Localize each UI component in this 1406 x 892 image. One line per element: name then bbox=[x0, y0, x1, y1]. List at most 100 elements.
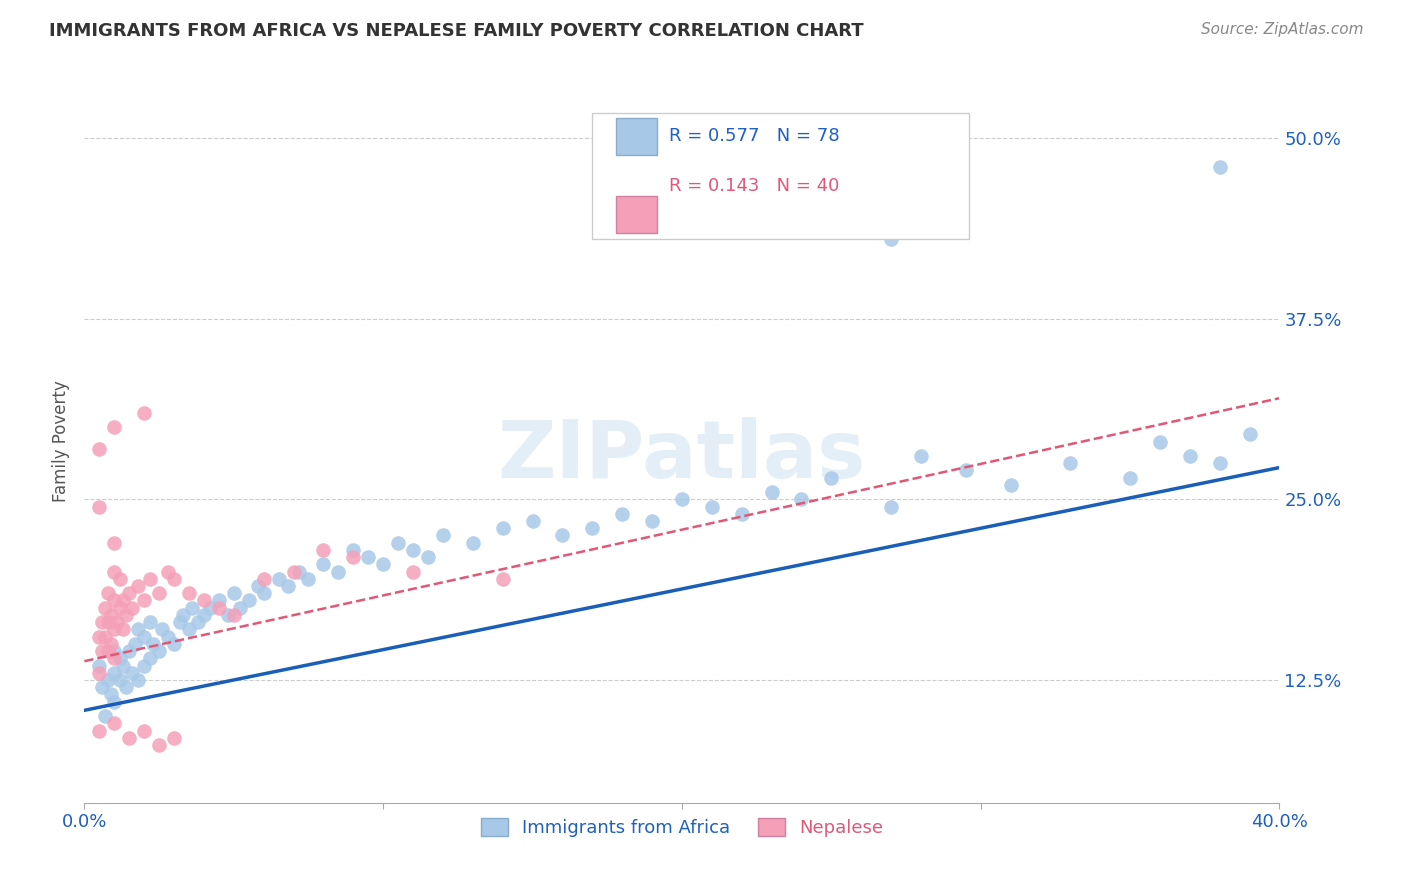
Point bbox=[103, 665, 125, 680]
Point bbox=[193, 593, 215, 607]
Point bbox=[163, 572, 186, 586]
Point bbox=[198, 600, 221, 615]
Point bbox=[432, 528, 454, 542]
Point bbox=[253, 586, 276, 600]
FancyBboxPatch shape bbox=[616, 196, 657, 234]
Point bbox=[1000, 478, 1022, 492]
Point bbox=[187, 615, 209, 630]
Text: IMMIGRANTS FROM AFRICA VS NEPALESE FAMILY POVERTY CORRELATION CHART: IMMIGRANTS FROM AFRICA VS NEPALESE FAMIL… bbox=[49, 22, 863, 40]
Point bbox=[139, 651, 162, 665]
Point bbox=[177, 586, 200, 600]
Point bbox=[267, 572, 290, 586]
Point bbox=[357, 550, 380, 565]
Point bbox=[402, 565, 425, 579]
Point bbox=[238, 593, 260, 607]
Point bbox=[150, 623, 173, 637]
Point bbox=[89, 630, 111, 644]
Legend: Immigrants from Africa, Nepalese: Immigrants from Africa, Nepalese bbox=[474, 811, 890, 845]
Point bbox=[100, 687, 122, 701]
Point bbox=[110, 651, 132, 665]
Point bbox=[312, 542, 335, 557]
Point bbox=[1149, 434, 1171, 449]
Point bbox=[118, 731, 141, 745]
Point bbox=[222, 607, 245, 622]
Point bbox=[103, 420, 125, 434]
Point bbox=[132, 593, 156, 607]
Point bbox=[142, 637, 165, 651]
Point bbox=[700, 500, 723, 514]
Point bbox=[612, 507, 634, 521]
Point bbox=[790, 492, 813, 507]
Point bbox=[121, 665, 143, 680]
Point bbox=[132, 723, 156, 738]
Point bbox=[641, 514, 664, 528]
Point bbox=[671, 492, 693, 507]
Point bbox=[139, 572, 162, 586]
Point bbox=[110, 600, 132, 615]
Point bbox=[89, 442, 111, 456]
Point bbox=[312, 558, 335, 572]
Point bbox=[110, 673, 132, 687]
Point bbox=[115, 607, 138, 622]
Point bbox=[110, 572, 132, 586]
Point bbox=[132, 630, 156, 644]
Point bbox=[132, 658, 156, 673]
Point bbox=[115, 680, 138, 694]
Point bbox=[1209, 456, 1232, 470]
Point bbox=[222, 586, 245, 600]
Point bbox=[103, 535, 125, 549]
Point bbox=[163, 637, 186, 651]
Point bbox=[112, 593, 135, 607]
Point bbox=[132, 406, 156, 420]
Point bbox=[402, 542, 425, 557]
Point bbox=[112, 658, 135, 673]
Point bbox=[97, 673, 120, 687]
Point bbox=[328, 565, 350, 579]
Point bbox=[103, 593, 125, 607]
Point bbox=[103, 565, 125, 579]
Point bbox=[288, 565, 311, 579]
Point bbox=[103, 695, 125, 709]
Point bbox=[181, 600, 204, 615]
Point bbox=[105, 615, 128, 630]
Point bbox=[157, 630, 180, 644]
Point bbox=[416, 550, 439, 565]
Point bbox=[97, 644, 120, 658]
Point bbox=[172, 607, 194, 622]
Point bbox=[177, 623, 200, 637]
Point bbox=[169, 615, 191, 630]
Point bbox=[139, 615, 162, 630]
Point bbox=[880, 500, 903, 514]
Text: ZIPatlas: ZIPatlas bbox=[498, 417, 866, 495]
Point bbox=[880, 232, 903, 246]
Point bbox=[127, 623, 149, 637]
Point bbox=[97, 586, 120, 600]
Point bbox=[208, 600, 231, 615]
Point bbox=[253, 572, 276, 586]
Point bbox=[1178, 449, 1201, 463]
Point bbox=[297, 572, 319, 586]
Point bbox=[118, 644, 141, 658]
Point bbox=[148, 738, 170, 752]
Point bbox=[1059, 456, 1081, 470]
Point bbox=[163, 731, 186, 745]
Point bbox=[492, 521, 515, 535]
Point bbox=[157, 565, 180, 579]
Point bbox=[761, 485, 783, 500]
Point bbox=[124, 637, 146, 651]
Text: Source: ZipAtlas.com: Source: ZipAtlas.com bbox=[1201, 22, 1364, 37]
Point bbox=[1119, 470, 1142, 484]
Point bbox=[581, 521, 603, 535]
Point bbox=[103, 644, 125, 658]
Point bbox=[100, 637, 122, 651]
Point bbox=[89, 658, 111, 673]
Point bbox=[208, 593, 231, 607]
Point bbox=[103, 716, 125, 731]
Point bbox=[89, 665, 111, 680]
Point bbox=[820, 470, 842, 484]
Point bbox=[91, 615, 114, 630]
Point bbox=[228, 600, 252, 615]
Point bbox=[461, 535, 484, 549]
Point bbox=[121, 600, 143, 615]
Point bbox=[217, 607, 239, 622]
